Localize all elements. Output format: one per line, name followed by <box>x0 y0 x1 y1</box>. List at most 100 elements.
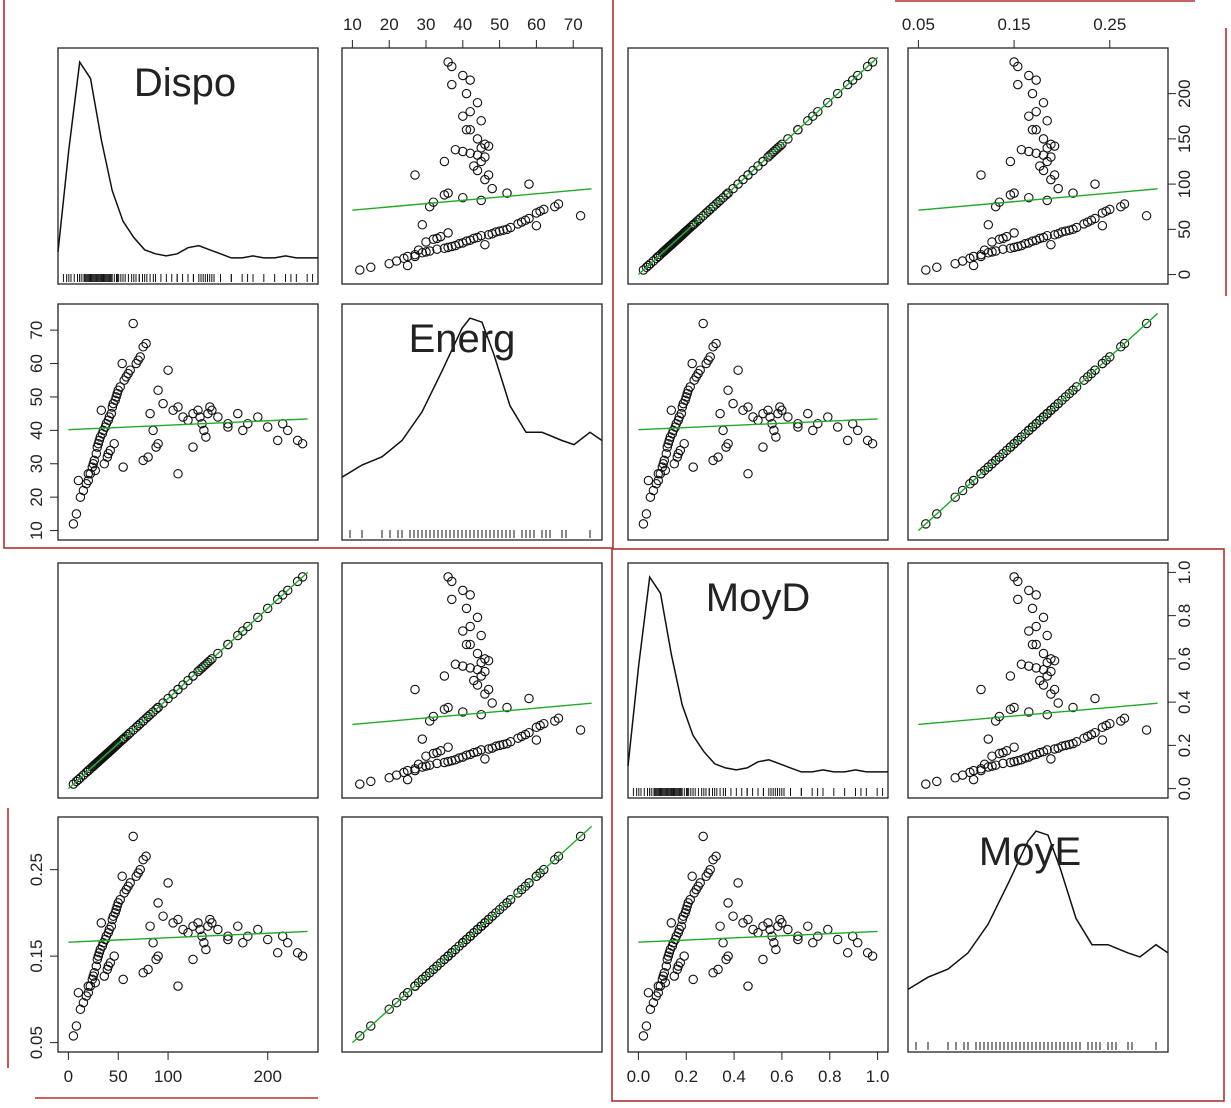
data-point <box>783 412 793 422</box>
data-point <box>117 358 127 369</box>
data-point <box>728 911 738 921</box>
tick-label: 50 <box>27 387 46 406</box>
data-point <box>1031 663 1041 673</box>
data-point <box>711 851 721 862</box>
data-point <box>1119 338 1130 349</box>
data-point <box>648 997 659 1008</box>
axis-top-Energ: 10 20 30 40 50 60 70 <box>343 15 583 48</box>
data-point <box>253 612 263 623</box>
data-point <box>201 944 211 955</box>
data-point <box>638 519 649 529</box>
data-point <box>867 438 878 449</box>
data-point <box>738 405 748 416</box>
data-point <box>713 964 723 975</box>
data-point <box>391 997 402 1008</box>
data-point <box>733 365 743 375</box>
data-point <box>1005 757 1016 768</box>
data-point <box>813 418 823 429</box>
frame-top-left <box>3 0 614 549</box>
data-point <box>402 987 413 998</box>
data-point <box>673 448 684 459</box>
tick-label: 40 <box>27 421 46 440</box>
data-point <box>708 968 718 978</box>
data-point <box>1105 718 1115 729</box>
data-point <box>743 914 753 925</box>
data-point <box>151 704 161 715</box>
tick-label: 30 <box>417 15 436 34</box>
data-point <box>1141 211 1152 221</box>
data-point <box>417 220 428 230</box>
tick-label: 30 <box>27 454 46 473</box>
data-point <box>153 438 163 449</box>
data-point <box>143 452 153 462</box>
data-point <box>539 204 549 215</box>
data-point <box>443 702 453 713</box>
tick-label: 20 <box>380 15 399 34</box>
tick-label: 0.8 <box>818 1067 842 1086</box>
data-point <box>71 1021 82 1031</box>
data-point <box>292 435 303 446</box>
data-point <box>205 655 215 666</box>
data-point <box>83 475 94 486</box>
axis-top-MoyE: 0.05 0.15 0.25 <box>902 15 1126 48</box>
data-point <box>96 405 107 416</box>
data-point <box>193 918 203 928</box>
data-point <box>1038 150 1049 160</box>
data-point <box>832 88 843 99</box>
data-point <box>458 111 468 121</box>
data-point <box>728 398 738 409</box>
data-point <box>659 968 670 978</box>
data-point <box>1119 199 1130 209</box>
tick-label: 50 <box>109 1067 128 1086</box>
data-point <box>1038 412 1049 422</box>
data-point <box>135 864 145 875</box>
data-point <box>89 455 100 466</box>
tick-label: 60 <box>527 15 546 34</box>
data-point <box>277 590 288 600</box>
data-point <box>417 974 428 985</box>
data-point <box>424 201 435 212</box>
data-point <box>91 961 102 971</box>
data-point <box>472 150 483 160</box>
data-point <box>461 639 472 650</box>
data-point <box>715 921 725 931</box>
data-point <box>643 260 654 271</box>
data-point <box>1053 698 1063 708</box>
data-point <box>687 358 697 369</box>
tick-label: 0.2 <box>1175 734 1194 758</box>
data-point <box>1009 702 1019 713</box>
data-point <box>153 898 163 908</box>
data-point <box>68 1031 79 1041</box>
data-point <box>103 747 114 758</box>
data-point <box>472 612 483 623</box>
data-point <box>1071 222 1082 233</box>
data-point <box>708 455 718 466</box>
data-point <box>666 405 677 416</box>
data-point <box>998 448 1008 459</box>
data-point <box>743 469 753 479</box>
data-point <box>723 951 733 961</box>
data-point <box>410 170 420 180</box>
data-point <box>862 435 873 446</box>
fit-line <box>638 930 878 943</box>
data-point <box>553 851 564 862</box>
data-point <box>458 938 468 948</box>
data-point <box>968 475 979 486</box>
data-point <box>233 921 243 931</box>
tick-label: 10 <box>27 521 46 540</box>
data-point <box>125 727 135 738</box>
data-point <box>125 365 135 375</box>
data-point <box>1009 438 1019 449</box>
data-point <box>1042 230 1052 241</box>
tick-label: 10 <box>343 15 362 34</box>
data-point <box>524 878 534 888</box>
data-point <box>188 954 198 965</box>
data-point <box>968 260 979 271</box>
data-point <box>145 709 155 720</box>
data-point <box>238 938 248 948</box>
panel-box <box>57 816 319 1053</box>
axis-right-MoyD: 0.0 0.2 0.4 0.6 0.8 1.0 <box>1168 561 1194 800</box>
data-point <box>1016 144 1027 155</box>
data-point <box>1031 75 1041 85</box>
data-point <box>645 1004 656 1015</box>
